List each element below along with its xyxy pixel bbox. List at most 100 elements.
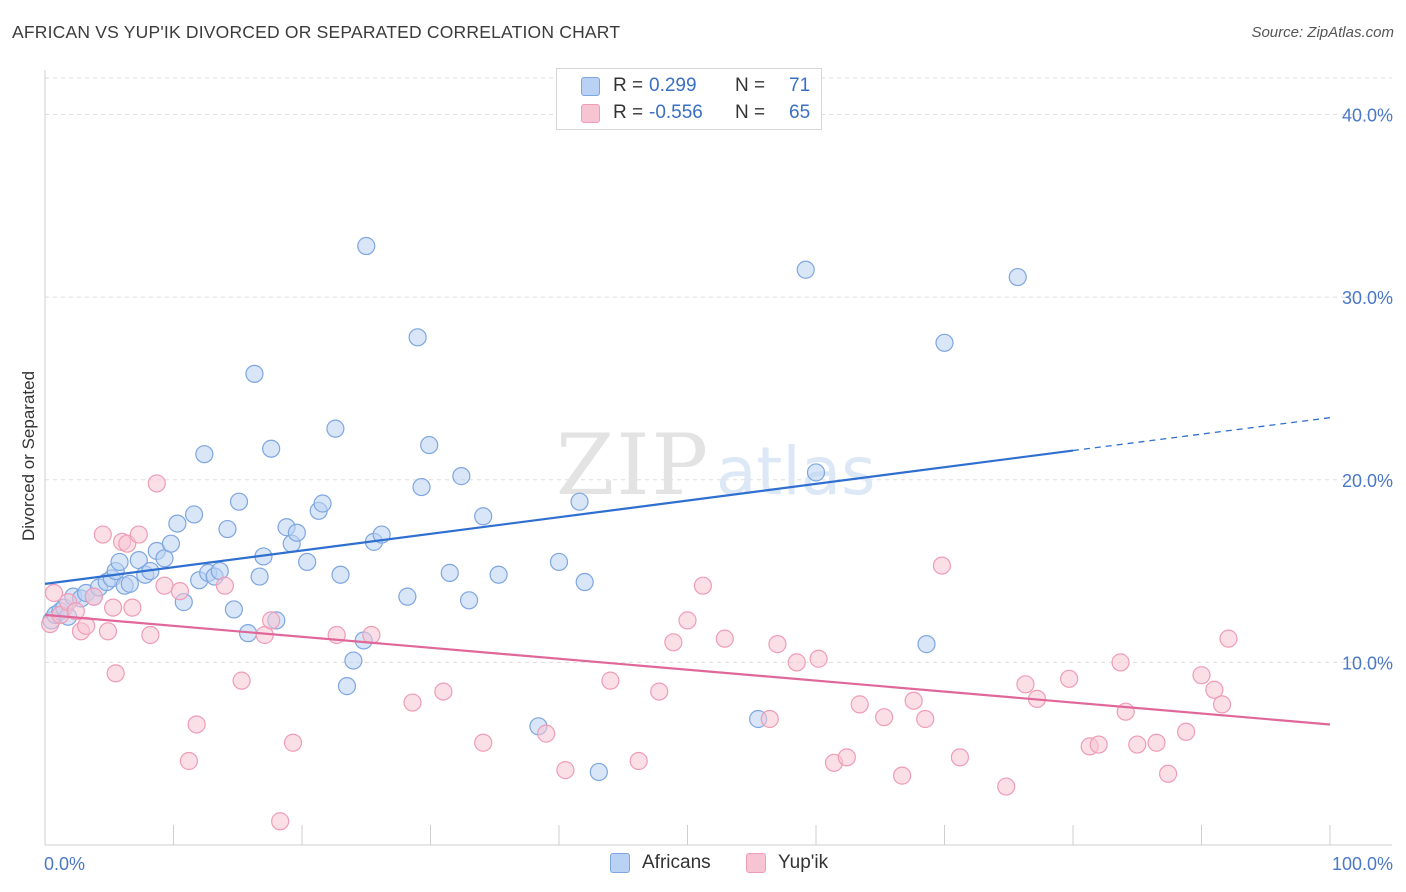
y-tick-label-20: 20.0% [1342,471,1393,491]
x-tick-label-min: 0.0% [44,854,85,874]
point-yupik-55 [997,777,1016,796]
point-yupik-65 [1158,764,1178,783]
point-yupik-36 [629,751,648,771]
point-yupik-10 [104,598,123,617]
point-africans-46 [331,565,350,584]
bottom-legend-label-yupik: Yup'ik [778,852,829,873]
correlation-legend: R = 0.299 N = 71 R = -0.556 N = 65 [556,68,822,130]
bottom-legend-label-africans: Africans [642,852,711,873]
point-africans-48 [344,651,363,670]
legend-r-value-yupik: -0.556 [649,102,703,123]
point-yupik-25 [262,611,281,630]
series-yupik-points [41,474,1238,831]
point-yupik-32 [474,733,493,752]
point-africans-22 [168,514,187,533]
legend-n-label: N = [735,102,766,123]
point-yupik-52 [916,709,935,729]
point-africans-13 [110,552,129,572]
x-tick-label-max: 100.0% [1332,854,1393,874]
legend-r-label: R = [613,102,644,123]
point-yupik-69 [1212,695,1232,714]
point-yupik-44 [787,653,806,672]
legend-n-value-africans: 71 [789,75,811,96]
point-yupik-16 [141,625,160,645]
point-africans-56 [420,435,439,455]
point-yupik-27 [283,733,303,752]
point-yupik-4 [66,602,85,621]
point-yupik-11 [106,664,125,683]
point-yupik-38 [664,633,683,652]
point-yupik-9 [98,622,118,641]
point-africans-53 [398,587,417,606]
x-tick-labels: 0.0% 100.0% [44,854,1393,874]
point-yupik-70 [1219,629,1238,648]
y-axis-label: Divorced or Separated [19,371,38,541]
point-africans-31 [224,600,243,619]
point-africans-72 [1008,267,1027,287]
trend-line-yupik [44,613,1331,726]
point-yupik-18 [155,576,174,595]
point-yupik-66 [1176,722,1196,741]
point-yupik-58 [1060,669,1079,688]
point-africans-34 [245,364,264,383]
point-yupik-47 [837,748,856,767]
trend-lines [44,417,1331,726]
point-yupik-23 [232,671,251,690]
point-africans-42 [298,552,317,572]
point-africans-41 [287,523,306,542]
point-africans-21 [161,534,181,553]
chart-source: Source: ZipAtlas.com [1251,24,1394,41]
point-yupik-68 [1205,680,1224,699]
point-africans-64 [570,492,589,511]
point-yupik-34 [556,761,575,780]
point-yupik-51 [904,691,923,710]
trend-line-africans [44,449,1074,585]
point-yupik-33 [537,724,556,743]
point-africans-59 [459,591,479,610]
point-yupik-22 [215,576,234,595]
point-yupik-48 [850,695,869,714]
point-yupik-17 [147,474,166,493]
point-africans-61 [489,565,508,584]
point-yupik-8 [93,525,112,544]
point-yupik-60 [1089,735,1108,754]
point-yupik-20 [179,751,199,771]
point-yupik-31 [434,682,453,701]
point-yupik-40 [693,576,713,595]
point-yupik-56 [1016,675,1035,694]
point-yupik-39 [678,611,697,630]
point-yupik-19 [170,582,190,601]
bottom-legend-swatch-africans [610,853,630,873]
point-yupik-45 [809,649,828,668]
point-africans-50 [357,236,376,256]
point-yupik-63 [1128,735,1147,754]
point-yupik-50 [892,766,912,785]
point-africans-54 [408,328,427,347]
y-tick-labels: 10.0% 20.0% 30.0% 40.0% [1342,106,1393,674]
point-yupik-43 [768,635,787,654]
axes [44,70,1392,846]
point-yupik-37 [650,682,669,701]
point-yupik-35 [601,671,620,690]
point-yupik-21 [187,715,206,734]
bottom-legend-swatch-yupik [746,853,766,873]
legend-n-value-yupik: 65 [789,102,811,123]
point-africans-45 [326,419,345,438]
trend-line-africans-extension [1072,417,1331,452]
point-yupik-67 [1192,666,1211,685]
point-africans-68 [796,260,815,279]
point-yupik-64 [1147,733,1166,752]
legend-n-label: N = [735,75,766,96]
point-africans-30 [218,519,237,539]
point-yupik-53 [932,556,952,575]
point-yupik-30 [403,693,422,712]
point-yupik-54 [950,748,970,767]
point-africans-24 [184,505,204,524]
point-africans-47 [337,677,357,696]
point-yupik-49 [875,708,894,727]
point-yupik-41 [715,629,734,648]
point-yupik-26 [271,812,290,831]
point-africans-60 [474,507,493,526]
point-africans-57 [440,563,459,582]
point-yupik-29 [362,625,381,645]
